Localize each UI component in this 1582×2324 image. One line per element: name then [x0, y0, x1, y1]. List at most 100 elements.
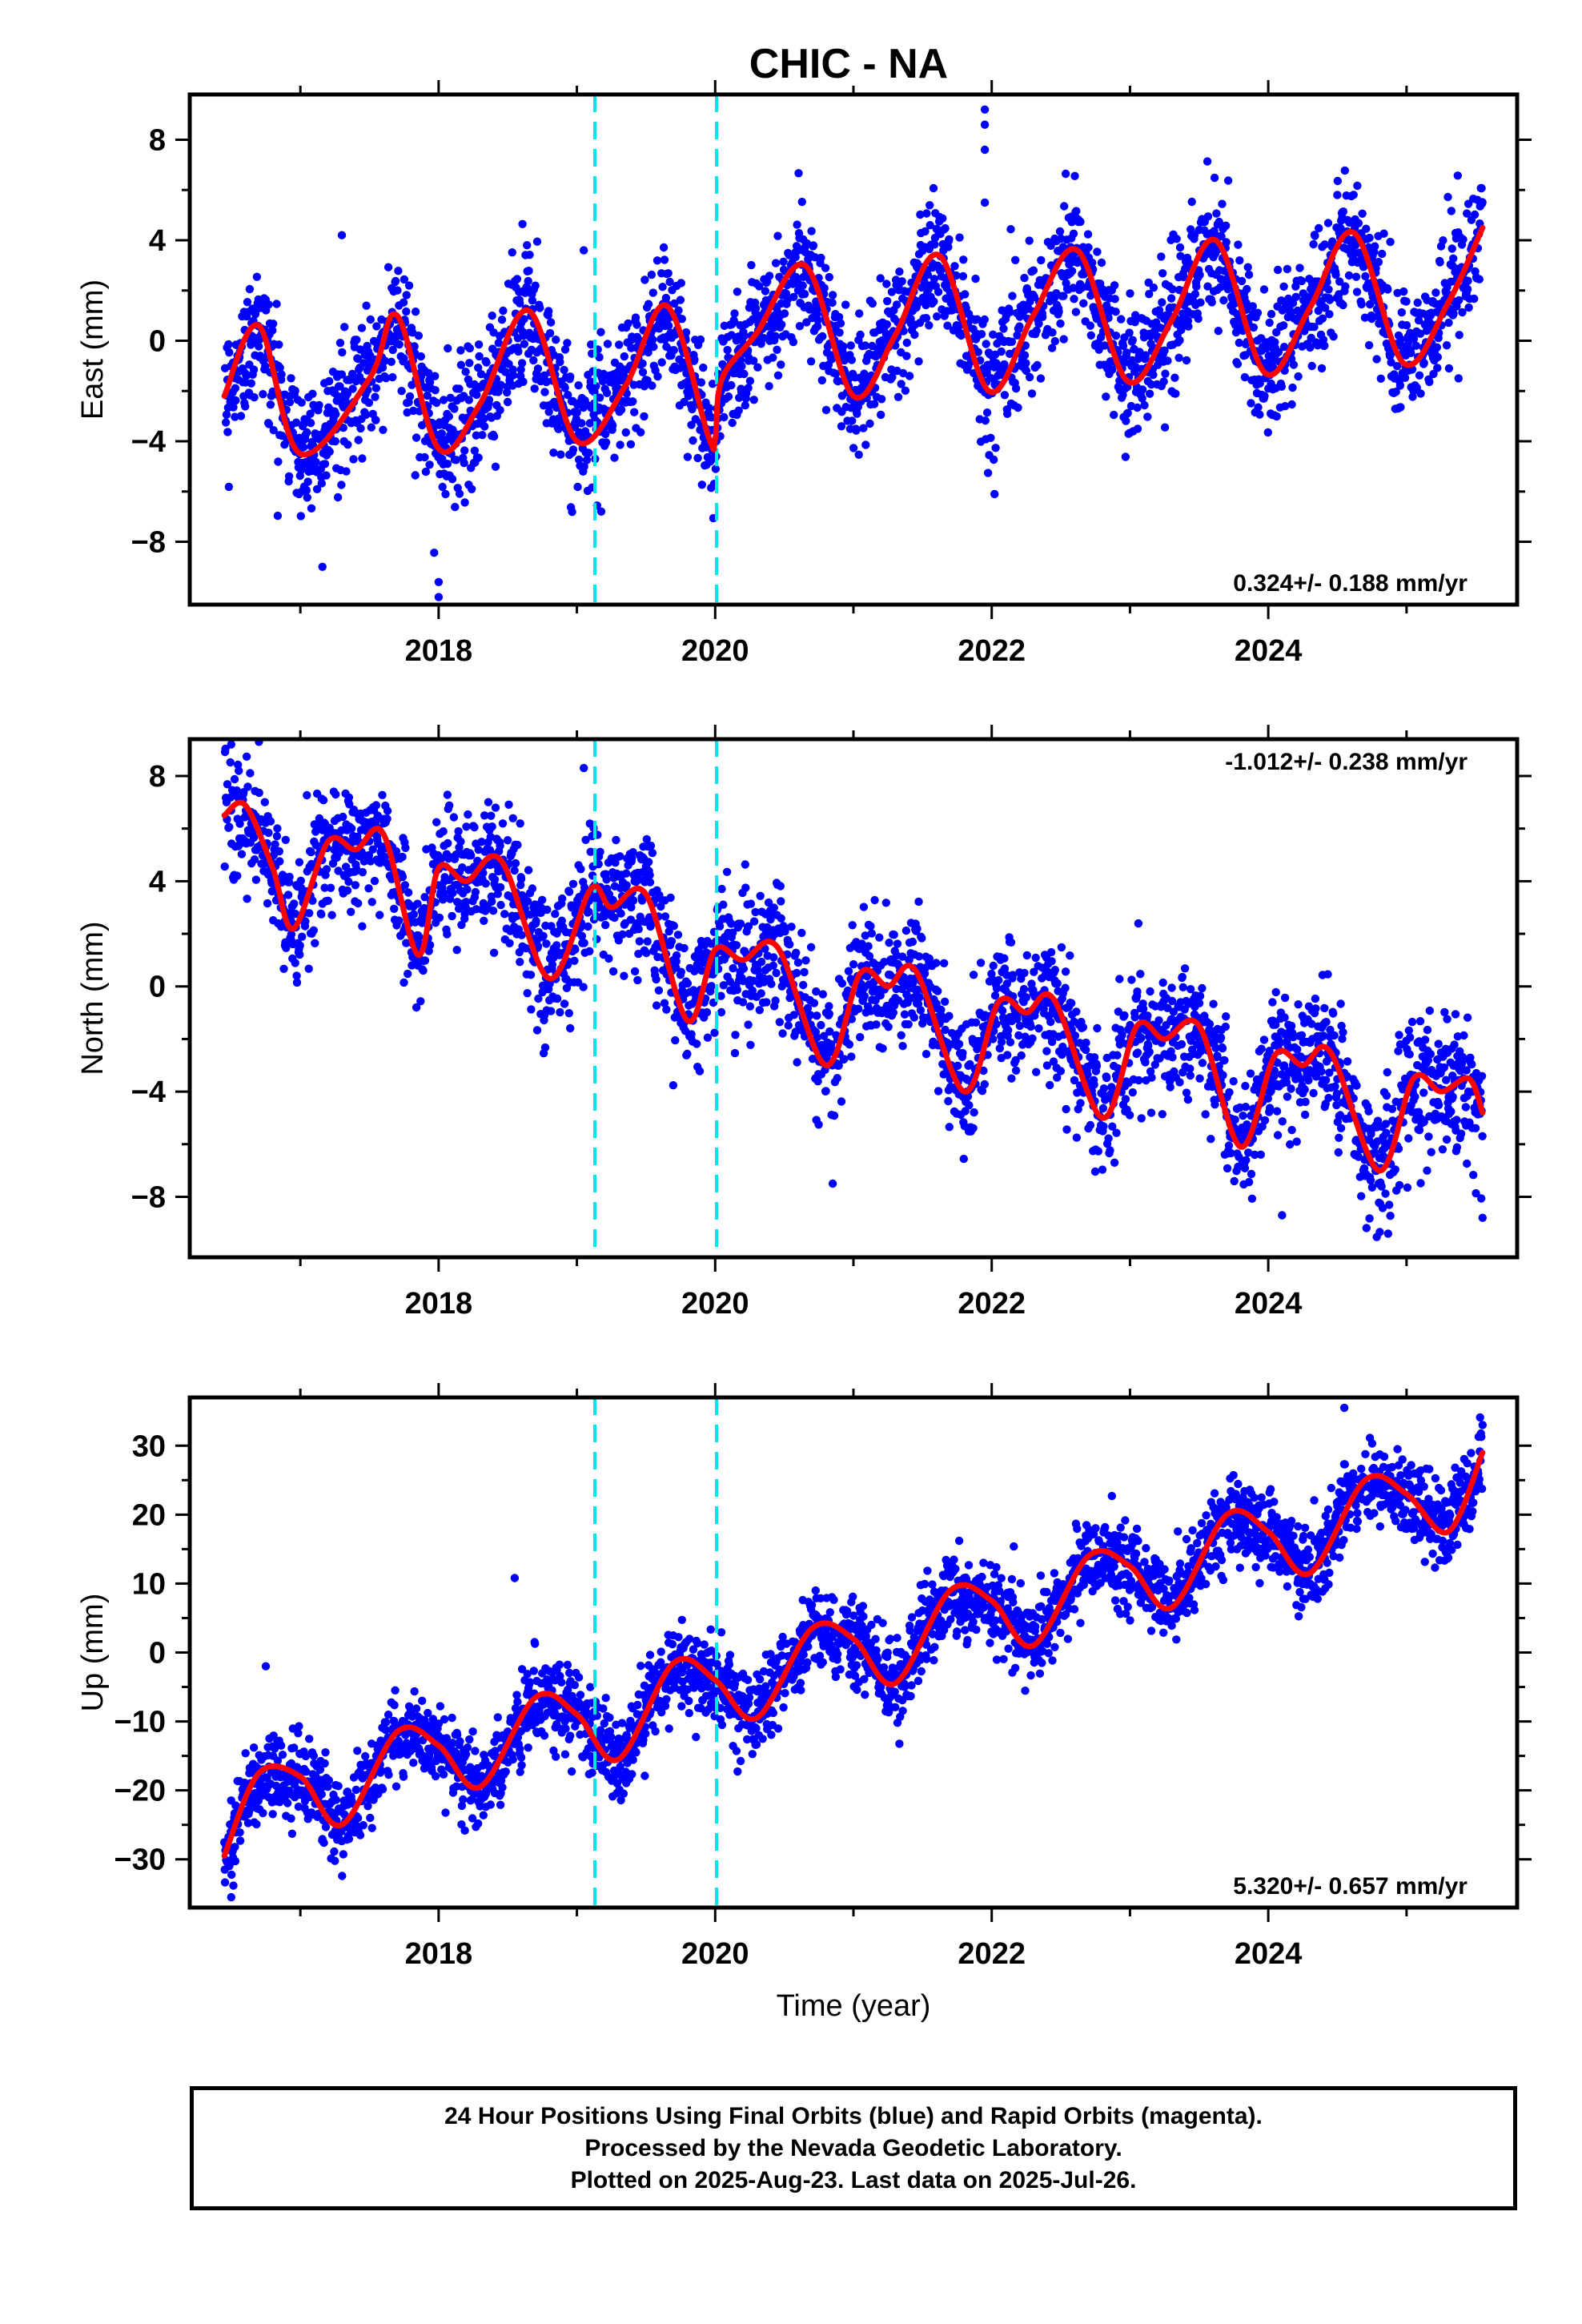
data-point — [601, 438, 611, 447]
data-point — [910, 330, 919, 340]
data-point — [1279, 321, 1288, 330]
data-point — [978, 1087, 987, 1096]
data-point — [484, 396, 494, 404]
data-point — [439, 827, 448, 836]
data-point — [574, 455, 584, 464]
data-point — [516, 881, 525, 890]
x-axis: 2018 2020 2022 2024 — [299, 80, 1408, 668]
data-point — [789, 1011, 798, 1019]
data-point — [1123, 408, 1132, 417]
data-point — [1455, 296, 1464, 305]
data-point — [1108, 365, 1117, 374]
data-point — [331, 410, 340, 419]
data-point — [331, 436, 339, 446]
data-point — [540, 1043, 550, 1052]
data-point — [1014, 1031, 1023, 1040]
data-point — [648, 288, 657, 297]
data-point — [568, 508, 576, 517]
data-point — [296, 512, 305, 521]
data-point — [1062, 1125, 1071, 1134]
data-point — [1086, 1120, 1095, 1130]
data-point — [729, 963, 737, 973]
data-point — [1161, 369, 1170, 378]
data-point — [347, 824, 356, 833]
data-point — [748, 986, 757, 995]
data-point — [930, 275, 939, 283]
data-point — [480, 916, 488, 926]
data-point — [411, 471, 420, 480]
data-point — [520, 340, 529, 348]
data-point — [580, 462, 588, 471]
data-point — [755, 282, 764, 291]
data-point — [801, 956, 810, 965]
data-point — [854, 1004, 863, 1013]
data-point — [556, 1007, 564, 1017]
data-point — [221, 418, 231, 427]
data-point — [552, 941, 561, 950]
data-point — [476, 370, 486, 379]
data-point — [496, 405, 504, 415]
data-point — [1415, 329, 1425, 338]
data-point — [439, 396, 448, 404]
data-point — [784, 1021, 793, 1030]
data-point — [940, 959, 949, 968]
data-point — [793, 1058, 801, 1067]
data-point — [1050, 966, 1060, 975]
data-point — [487, 811, 496, 820]
data-point — [241, 402, 250, 411]
data-point — [1291, 292, 1301, 301]
data-point — [992, 984, 1002, 993]
data-point — [1315, 223, 1323, 233]
data-point — [974, 348, 983, 356]
data-point — [727, 331, 736, 340]
data-point — [622, 881, 631, 890]
data-point — [431, 372, 440, 380]
data-point — [1433, 352, 1443, 362]
data-point — [1470, 210, 1480, 219]
data-point — [733, 985, 742, 995]
data-point — [1323, 219, 1333, 227]
data-point — [828, 291, 837, 300]
data-point — [643, 937, 652, 946]
data-point — [733, 287, 742, 296]
data-point — [989, 961, 998, 971]
data-point — [451, 502, 460, 512]
data-point — [564, 1009, 573, 1018]
data-point — [1177, 325, 1186, 335]
data-point — [1061, 967, 1070, 976]
data-point — [545, 979, 554, 988]
data-point — [563, 339, 572, 348]
data-point — [322, 471, 331, 480]
data-point — [586, 847, 595, 856]
data-point — [1050, 336, 1060, 346]
data-point — [455, 384, 464, 393]
data-point — [587, 340, 596, 349]
data-point — [777, 897, 785, 906]
data-point — [934, 287, 943, 296]
data-point — [1067, 999, 1076, 1007]
data-point — [887, 287, 897, 296]
data-point — [1249, 323, 1259, 332]
data-point — [900, 1010, 909, 1019]
data-point — [269, 426, 278, 435]
data-point — [618, 930, 627, 939]
data-point — [390, 904, 399, 914]
data-point — [699, 363, 708, 372]
data-point — [686, 388, 695, 397]
data-point — [549, 448, 558, 457]
data-point — [828, 298, 837, 308]
data-point — [994, 975, 1003, 985]
data-point — [375, 911, 384, 919]
data-point — [730, 1048, 740, 1058]
data-point — [259, 390, 267, 399]
data-point — [610, 453, 619, 462]
data-point — [705, 404, 713, 412]
data-point — [249, 365, 259, 374]
data-point — [249, 833, 259, 842]
data-point — [322, 865, 331, 874]
data-point — [1391, 388, 1400, 396]
data-point — [456, 360, 466, 369]
data-point — [624, 319, 632, 328]
data-point — [544, 307, 553, 316]
data-point — [660, 255, 669, 264]
